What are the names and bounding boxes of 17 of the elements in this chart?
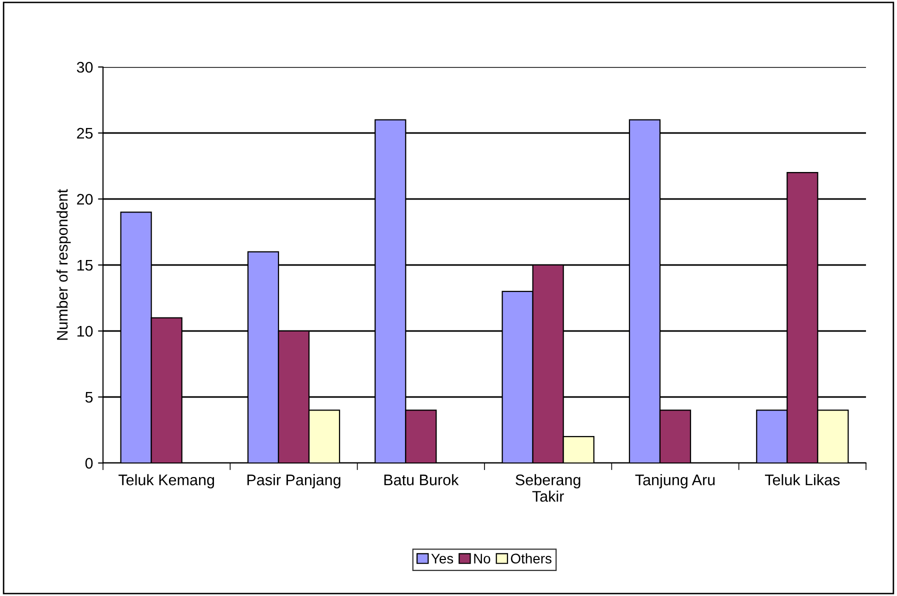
x-tick-label: Tanjung Aru [635, 474, 715, 488]
legend-label: Yes [431, 554, 454, 564]
y-tick-label: 30 [76, 62, 93, 73]
y-tick-label: 5 [85, 392, 93, 403]
y-tick-label: 0 [85, 458, 93, 469]
x-tick-label: Teluk Kemang [118, 474, 214, 488]
y-axis-title: Number of respondent [56, 189, 71, 340]
y-tick-label: 15 [77, 260, 93, 271]
y-tick-label: 25 [77, 128, 93, 139]
legend-label: Others [510, 553, 552, 564]
x-tick-label: Seberang Takir [516, 474, 580, 502]
x-tick-label: Batu Burok [384, 474, 459, 486]
y-tick-label: 10 [77, 326, 93, 337]
legend-label: No [474, 554, 490, 564]
x-tick-label: Pasir Panjang [247, 474, 340, 488]
x-tick-label: Teluk Likas [764, 474, 840, 486]
y-tick-label: 20 [77, 194, 93, 205]
